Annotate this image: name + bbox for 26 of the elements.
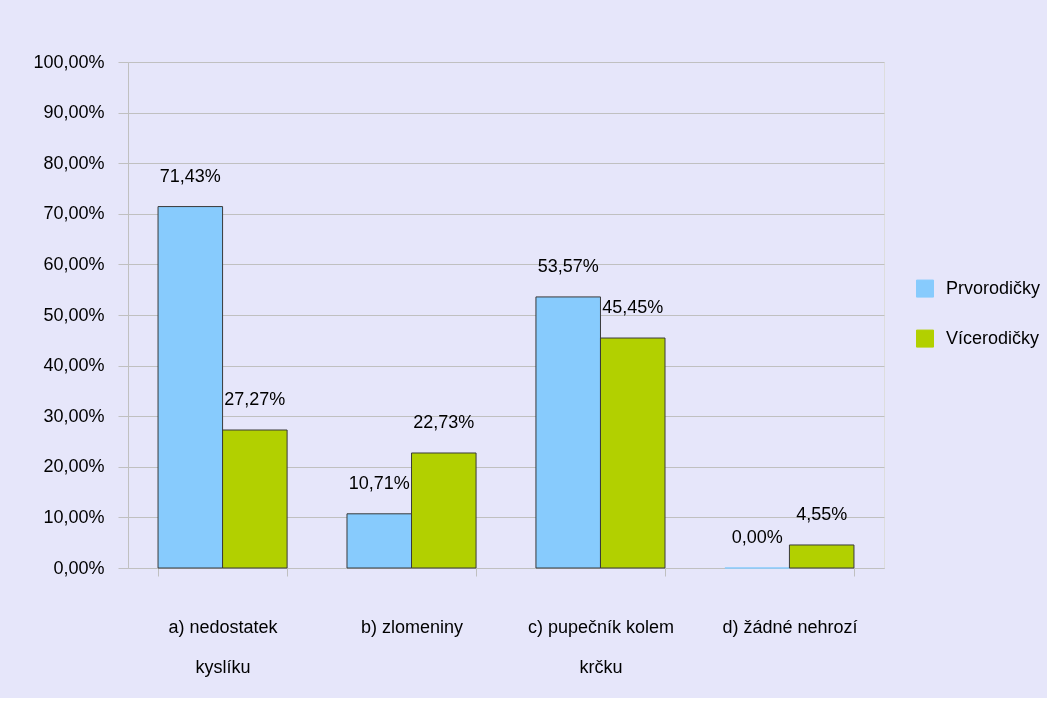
data-label: 0,00% xyxy=(731,527,783,547)
data-label: 22,73% xyxy=(413,411,475,432)
y-tick-label: 70,00% xyxy=(43,203,105,224)
bar xyxy=(788,544,855,569)
data-label: 27,27% xyxy=(224,389,286,410)
y-tick-label: 40,00% xyxy=(43,355,105,376)
y-tick-label: 30,00% xyxy=(43,405,105,426)
data-label: 4,55% xyxy=(796,503,848,524)
y-tick-label: 10,00% xyxy=(43,506,105,527)
data-label: 10,71% xyxy=(348,472,410,493)
y-tick-label: 60,00% xyxy=(43,253,105,274)
data-label: 53,57% xyxy=(537,255,599,276)
x-tick-label: b) zlomeniny xyxy=(361,616,464,637)
y-tick-label: 20,00% xyxy=(43,456,105,477)
x-tick-label: d) žádné nehrozí xyxy=(722,616,858,637)
y-tick-label: 0,00% xyxy=(53,557,105,578)
y-tick-label: 80,00% xyxy=(43,152,105,173)
x-tick-label: c) pupečník kolem krčku xyxy=(527,616,675,677)
y-tick-label: 90,00% xyxy=(43,102,105,123)
legend-label: Prvorodičky xyxy=(946,277,1041,298)
data-label: 45,45% xyxy=(602,297,664,318)
y-tick-label: 100,00% xyxy=(33,51,105,72)
y-tick-label: 50,00% xyxy=(43,304,105,325)
legend-label: Vícerodičky xyxy=(946,327,1040,348)
data-label: 71,43% xyxy=(159,165,221,186)
x-tick-label: a) nedostatek kyslíku xyxy=(168,616,279,677)
